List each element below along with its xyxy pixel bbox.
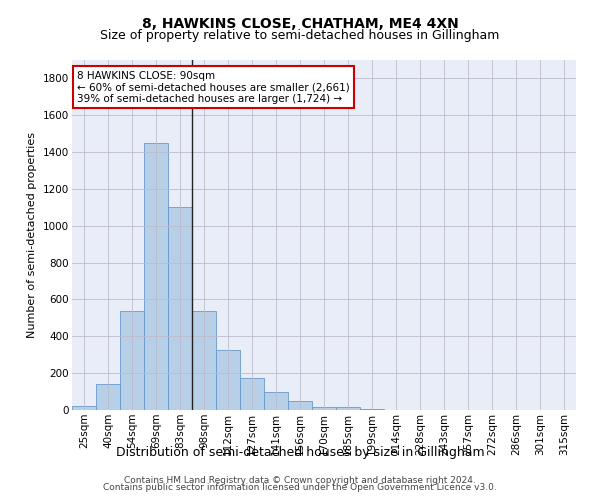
Bar	[240, 378, 264, 410]
Bar	[288, 401, 312, 410]
Text: 8 HAWKINS CLOSE: 90sqm
← 60% of semi-detached houses are smaller (2,661)
39% of : 8 HAWKINS CLOSE: 90sqm ← 60% of semi-det…	[77, 70, 350, 104]
Bar	[168, 208, 192, 410]
Text: Size of property relative to semi-detached houses in Gillingham: Size of property relative to semi-detach…	[100, 29, 500, 42]
Bar	[192, 310, 216, 410]
Bar	[312, 407, 336, 410]
Bar	[120, 310, 144, 410]
Bar	[264, 392, 288, 410]
Bar	[72, 406, 96, 410]
Bar	[96, 384, 120, 410]
Bar	[144, 143, 168, 410]
Bar	[216, 350, 240, 410]
Bar	[336, 407, 360, 410]
Text: Contains HM Land Registry data © Crown copyright and database right 2024.: Contains HM Land Registry data © Crown c…	[124, 476, 476, 485]
Text: Contains public sector information licensed under the Open Government Licence v3: Contains public sector information licen…	[103, 484, 497, 492]
Y-axis label: Number of semi-detached properties: Number of semi-detached properties	[28, 132, 37, 338]
Text: 8, HAWKINS CLOSE, CHATHAM, ME4 4XN: 8, HAWKINS CLOSE, CHATHAM, ME4 4XN	[142, 18, 458, 32]
Text: Distribution of semi-detached houses by size in Gillingham: Distribution of semi-detached houses by …	[116, 446, 484, 459]
Bar	[360, 409, 384, 410]
